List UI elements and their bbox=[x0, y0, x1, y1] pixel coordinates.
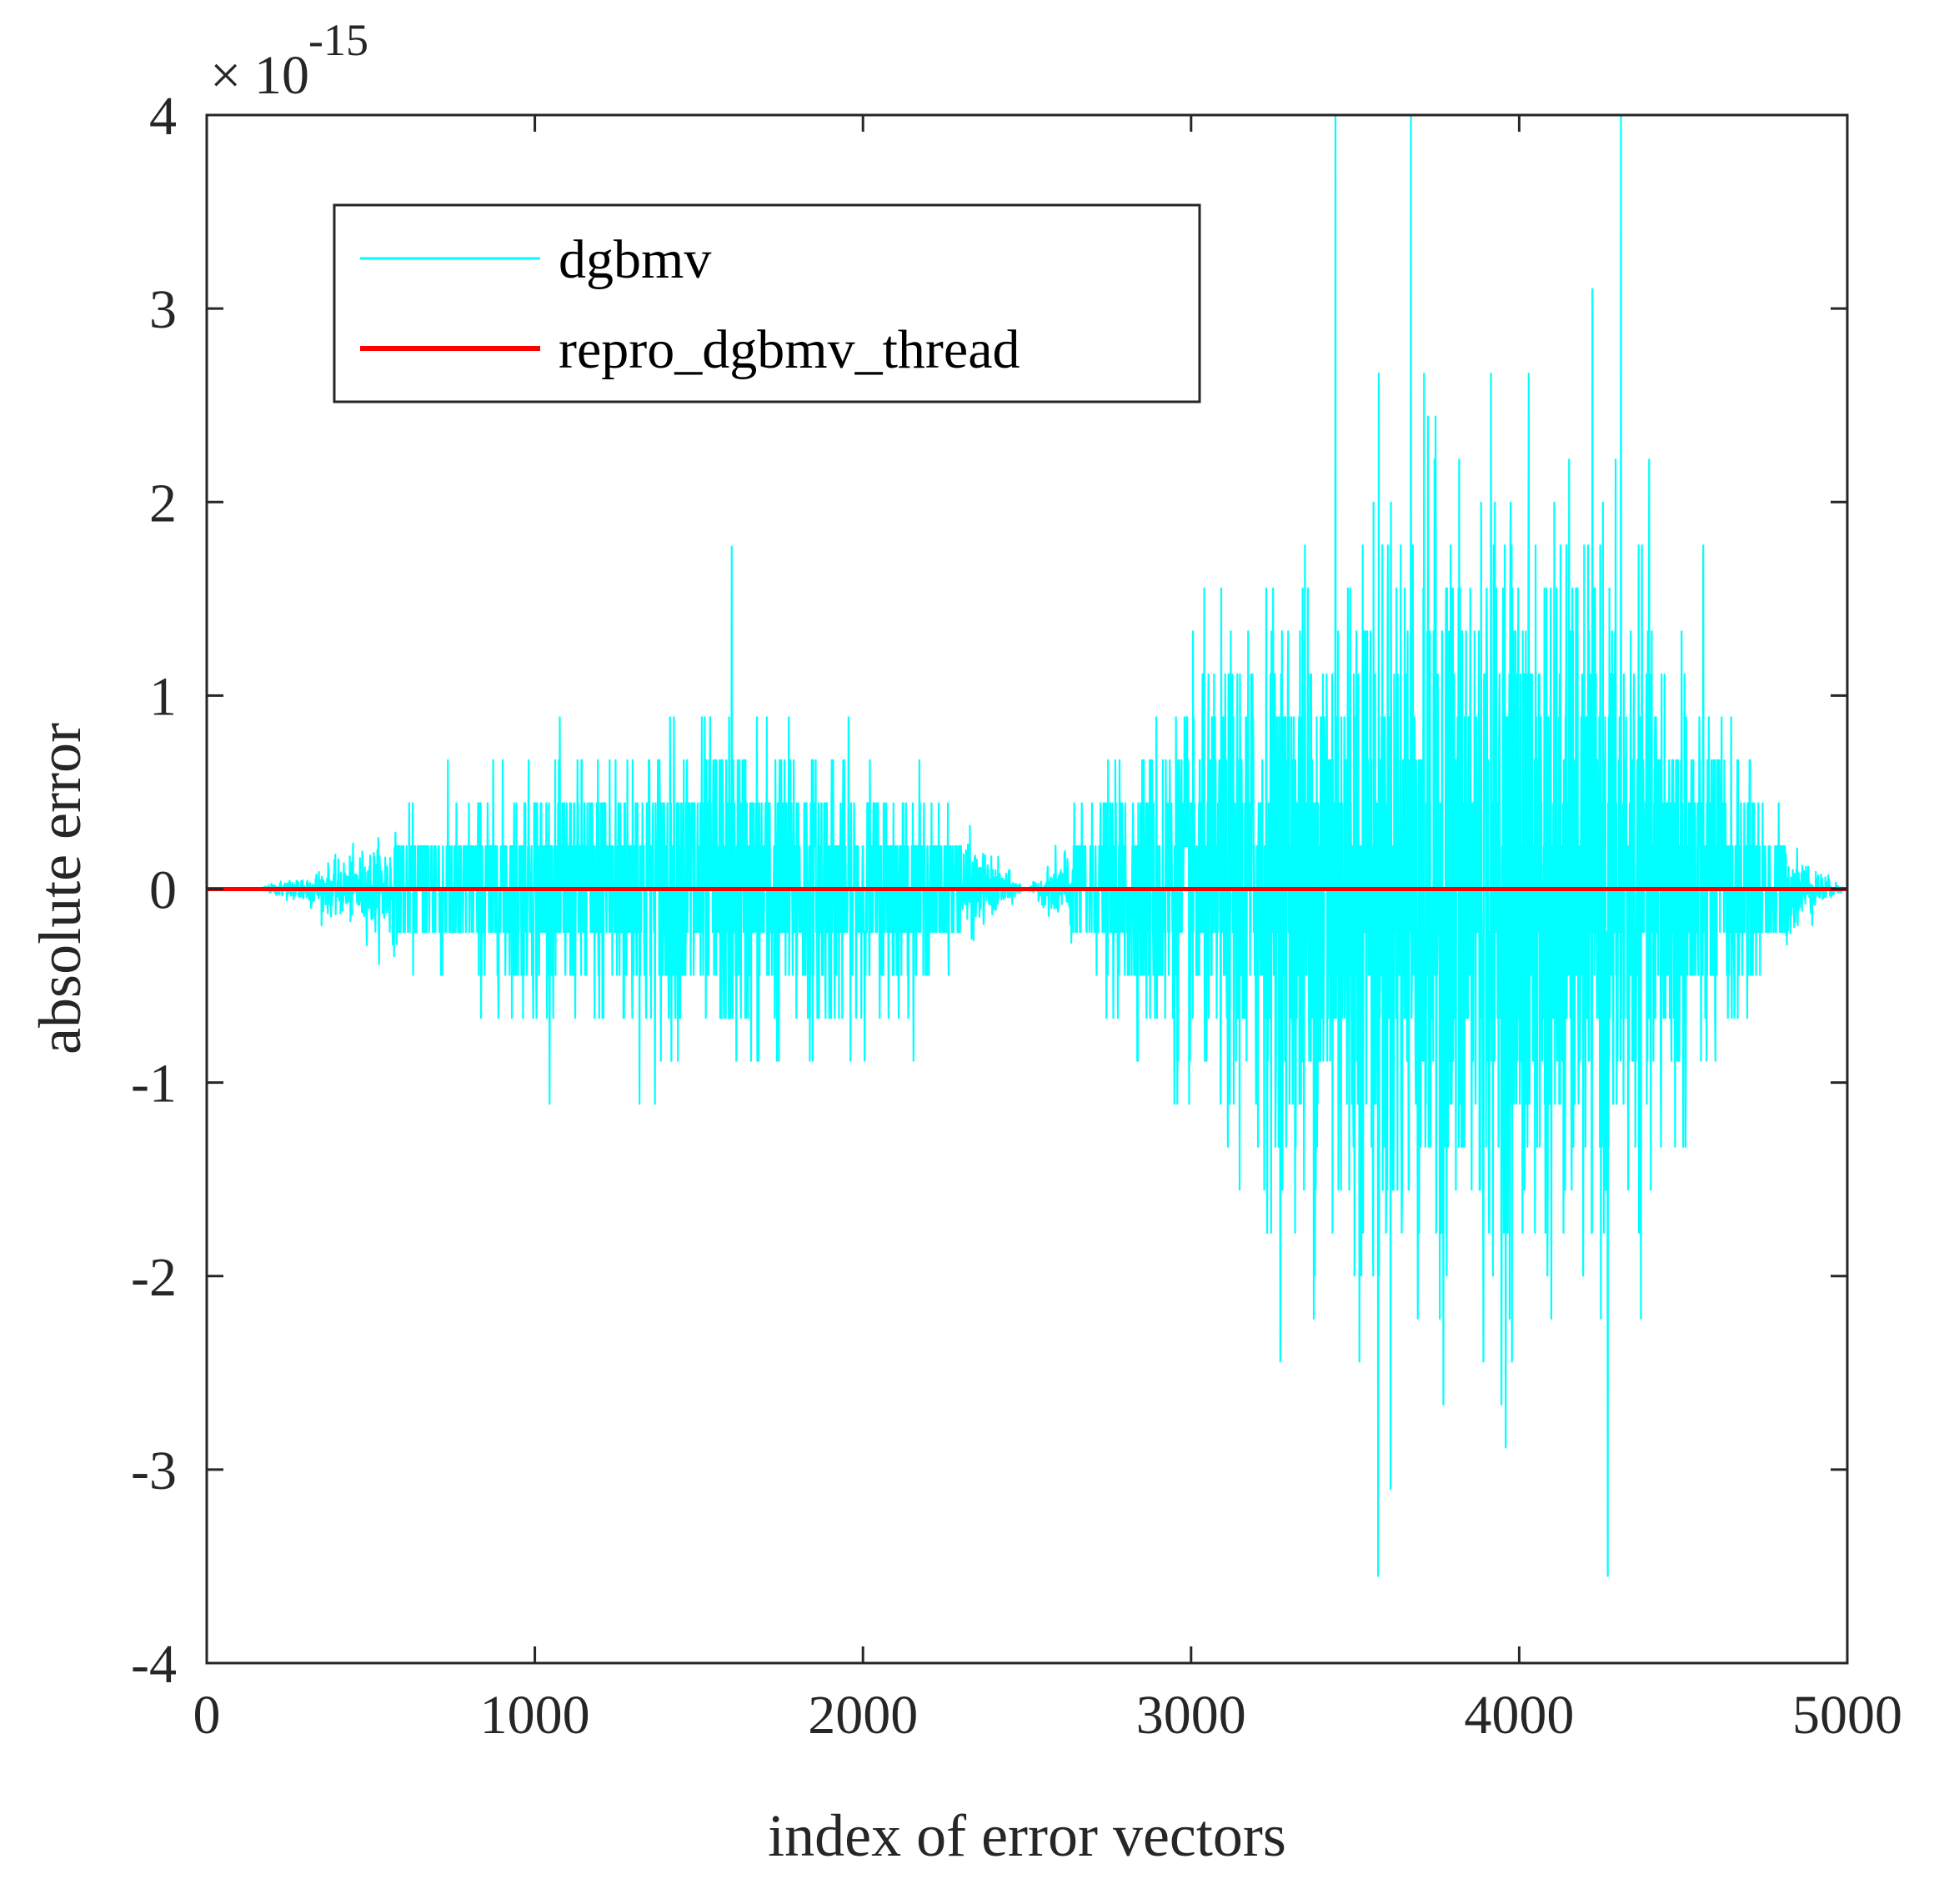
x-axis-label: index of error vectors bbox=[768, 1802, 1286, 1869]
series-layer bbox=[206, 113, 1848, 1577]
y-scale-times: × bbox=[210, 45, 241, 106]
y-tick-label: -3 bbox=[131, 1441, 177, 1501]
y-tick-label: 2 bbox=[149, 473, 177, 534]
y-axis-label: absolute error bbox=[27, 723, 93, 1055]
x-tick-label: 2000 bbox=[808, 1685, 918, 1746]
x-tick-label: 4000 bbox=[1464, 1685, 1574, 1746]
x-tick-label: 3000 bbox=[1136, 1685, 1246, 1746]
y-axis: 4 3 2 1 0 -1 -2 -3 -4 bbox=[131, 86, 1847, 1695]
y-tick-label: 3 bbox=[149, 279, 177, 340]
y-tick-label: 4 bbox=[149, 86, 177, 147]
y-tick-label: 0 bbox=[149, 860, 177, 921]
legend-label-repro-dgbmv-thread: repro_dgbmv_thread bbox=[559, 319, 1020, 380]
y-tick-label: -4 bbox=[131, 1634, 177, 1695]
legend-label-dgbmv: dgbmv bbox=[559, 229, 711, 290]
x-tick-label: 0 bbox=[193, 1685, 221, 1746]
x-axis: 0 1000 2000 3000 4000 5000 bbox=[193, 115, 1902, 1746]
y-tick-label: 1 bbox=[149, 666, 177, 727]
y-tick-label: -1 bbox=[131, 1054, 177, 1115]
legend-box bbox=[333, 203, 1201, 403]
y-scale-base: 10 bbox=[254, 45, 309, 106]
y-scale-exponent: -15 bbox=[308, 15, 368, 65]
x-tick-label: 1000 bbox=[480, 1685, 590, 1746]
legend: dgbmv repro_dgbmv_thread bbox=[333, 203, 1201, 403]
x-tick-label: 5000 bbox=[1792, 1685, 1902, 1746]
y-tick-label: -2 bbox=[131, 1247, 177, 1308]
